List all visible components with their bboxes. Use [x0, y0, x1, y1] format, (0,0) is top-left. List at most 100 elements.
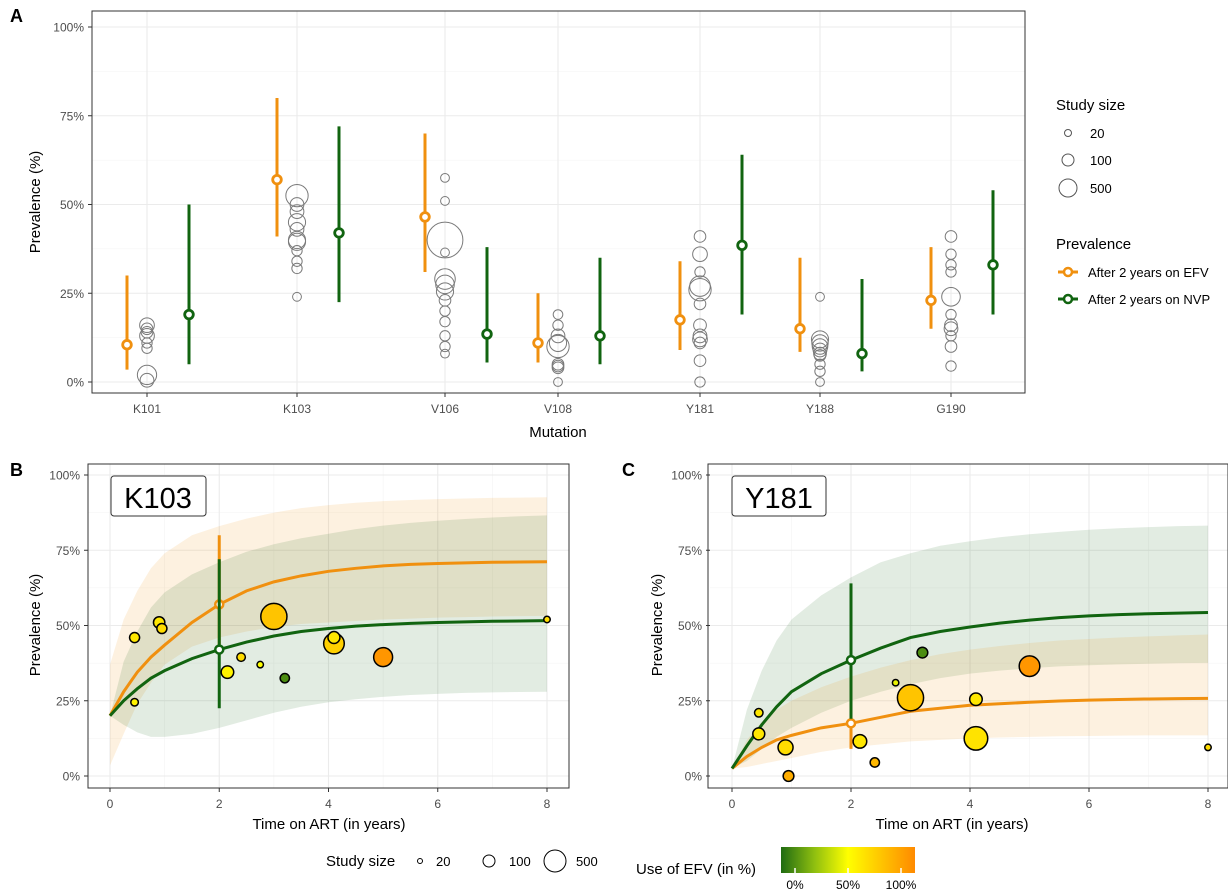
panel-b-study-point: [130, 697, 140, 707]
panel-b-study-point: [220, 665, 235, 680]
legend-nvp-label: After 2 years on NVP: [1088, 292, 1210, 307]
panel-b-study-point: [327, 630, 341, 645]
panel-c-xtick-label: 6: [1086, 797, 1093, 811]
panel-a-study-point: [285, 183, 309, 208]
legend-size-20-mark: [1064, 129, 1072, 137]
panel-b-xlabel: Time on ART (in years): [252, 816, 405, 833]
panel-a-study-point: [941, 287, 961, 307]
panel-a-study-point: [440, 247, 450, 258]
panel-a-study-point: [435, 274, 455, 295]
legend-bottom-size-100-mark: [482, 854, 496, 868]
legend-size-title: Study size: [1056, 97, 1125, 114]
panel-a-study-point: [440, 348, 450, 359]
panel-b-line-efv: [108, 560, 548, 717]
panel-a-study-point: [812, 342, 828, 358]
panel-c-line-efv: [731, 696, 1209, 770]
panel-a-point-nvp: [481, 328, 493, 340]
panel-b-study-point: [156, 622, 168, 635]
panel-a-study-point: [945, 266, 957, 278]
panel-a-point-nvp: [594, 330, 606, 342]
legend-efv-use-title: Use of EFV (in %): [636, 861, 756, 878]
panel-a-study-point: [439, 315, 451, 328]
panel-a-point-nvp: [987, 259, 999, 271]
panel-b-xtick-label: 8: [544, 797, 551, 811]
panel-c-ytick-label: 50%: [678, 619, 702, 633]
panel-a-study-point: [693, 336, 707, 350]
colorbar-label-100: 100%: [886, 878, 917, 892]
panel-a-point-efv: [121, 339, 133, 351]
panel-a-point-efv: [271, 173, 283, 186]
panel-c-ytick-label: 25%: [678, 694, 702, 708]
panel-b-study-point: [372, 646, 394, 668]
panel-b-chart: 0% 25% 50% 75% 100% 0 2 4 6 8 K103 Time on ART (…: [27, 463, 570, 833]
panel-a-study-point: [548, 333, 568, 353]
legend-prev-title: Prevalence: [1056, 236, 1131, 253]
panel-b-annotation: K103: [124, 483, 192, 515]
panel-a-study-point: [434, 268, 456, 290]
panel-a-study-point: [944, 340, 958, 353]
panel-c-study-point: [916, 646, 929, 659]
panel-a-xtick-label: K103: [283, 402, 311, 416]
panel-b-study-point: [260, 602, 288, 631]
panel-a-xlabel: Mutation: [529, 424, 587, 441]
panel-b-ylabel: Prevalence (%): [27, 574, 44, 677]
legend-panel-a: Study size 20 100 500 Prevalence After 2…: [1056, 97, 1210, 307]
panel-a-study-point: [811, 334, 829, 352]
panel-a-point-nvp: [183, 308, 195, 321]
panel-a-study-point: [440, 172, 450, 183]
legend-size-500-mark: [1058, 178, 1078, 198]
panel-a-point-nvp: [856, 347, 868, 360]
panel-c-study-point: [782, 769, 795, 783]
legend-nvp-mark: [1062, 293, 1074, 305]
panel-a-point-nvp: [736, 239, 748, 252]
panel-a-xtick-label: Y188: [806, 402, 834, 416]
panel-a-study-point: [811, 338, 829, 355]
panel-a-study-point: [550, 328, 566, 344]
panel-a-point-efv: [794, 323, 806, 335]
panel-label-b: B: [10, 460, 23, 480]
panel-b-ytick-label: 0%: [63, 770, 81, 784]
panel-c-annotation: Y181: [745, 483, 813, 515]
panel-a-chart: 0% 25% 50% 75% 100% K101 K103 V106 V108 Y181 Y188…: [27, 10, 1026, 441]
panel-a-study-point: [943, 321, 959, 337]
panel-a-point-efv: [674, 314, 686, 326]
panel-b-study-point: [128, 631, 141, 644]
panel-a-study-point: [136, 364, 158, 386]
panel-a-xtick-label: K101: [133, 402, 161, 416]
panel-a-study-point: [291, 255, 303, 267]
panel-a-ylabel: Prevalence (%): [27, 151, 44, 254]
panel-a-study-point: [945, 360, 957, 372]
panel-a-xtick-label: V108: [544, 402, 572, 416]
panel-a-xtick-label: G190: [936, 402, 966, 416]
panel-a-ytick-label: 50%: [60, 198, 84, 212]
panel-c-study-point: [896, 683, 925, 712]
colorbar-label-50: 50%: [836, 878, 860, 892]
panel-a-study-point: [426, 221, 464, 259]
panel-c-xtick-label: 4: [967, 797, 974, 811]
panel-c-study-point: [852, 733, 868, 749]
panel-a-point-efv: [532, 337, 544, 349]
panel-a-study-point: [552, 319, 564, 331]
panel-c-study-point: [753, 707, 764, 718]
panel-c-xlabel: Time on ART (in years): [875, 816, 1028, 833]
panel-a-ytick-label: 0%: [67, 376, 85, 390]
panel-a-point-efv: [925, 294, 937, 307]
legend-efv-label: After 2 years on EFV: [1088, 265, 1209, 280]
panel-a-ytick-label: 25%: [60, 287, 84, 301]
panel-label-a: A: [10, 6, 23, 26]
panel-c-ylabel: Prevalence (%): [649, 574, 666, 677]
panel-a-study-point: [551, 361, 565, 375]
panel-c-annotation-box: [731, 475, 827, 517]
panel-c-study-point: [1018, 655, 1041, 678]
panel-b-errorbar-point-nvp: [214, 644, 225, 655]
panel-a-study-point: [693, 354, 707, 368]
legend-bottom-size-title: Study size: [326, 853, 395, 870]
panel-b-study-point: [236, 652, 247, 663]
panel-b-ytick-label: 25%: [56, 694, 80, 708]
panel-c-errorbar-point-efv: [845, 718, 857, 729]
panel-a-ytick-label: 75%: [60, 109, 84, 123]
panel-c-study-point: [752, 727, 766, 741]
panel-a-study-point: [289, 197, 305, 212]
panel-c-ytick-label: 75%: [678, 544, 702, 558]
